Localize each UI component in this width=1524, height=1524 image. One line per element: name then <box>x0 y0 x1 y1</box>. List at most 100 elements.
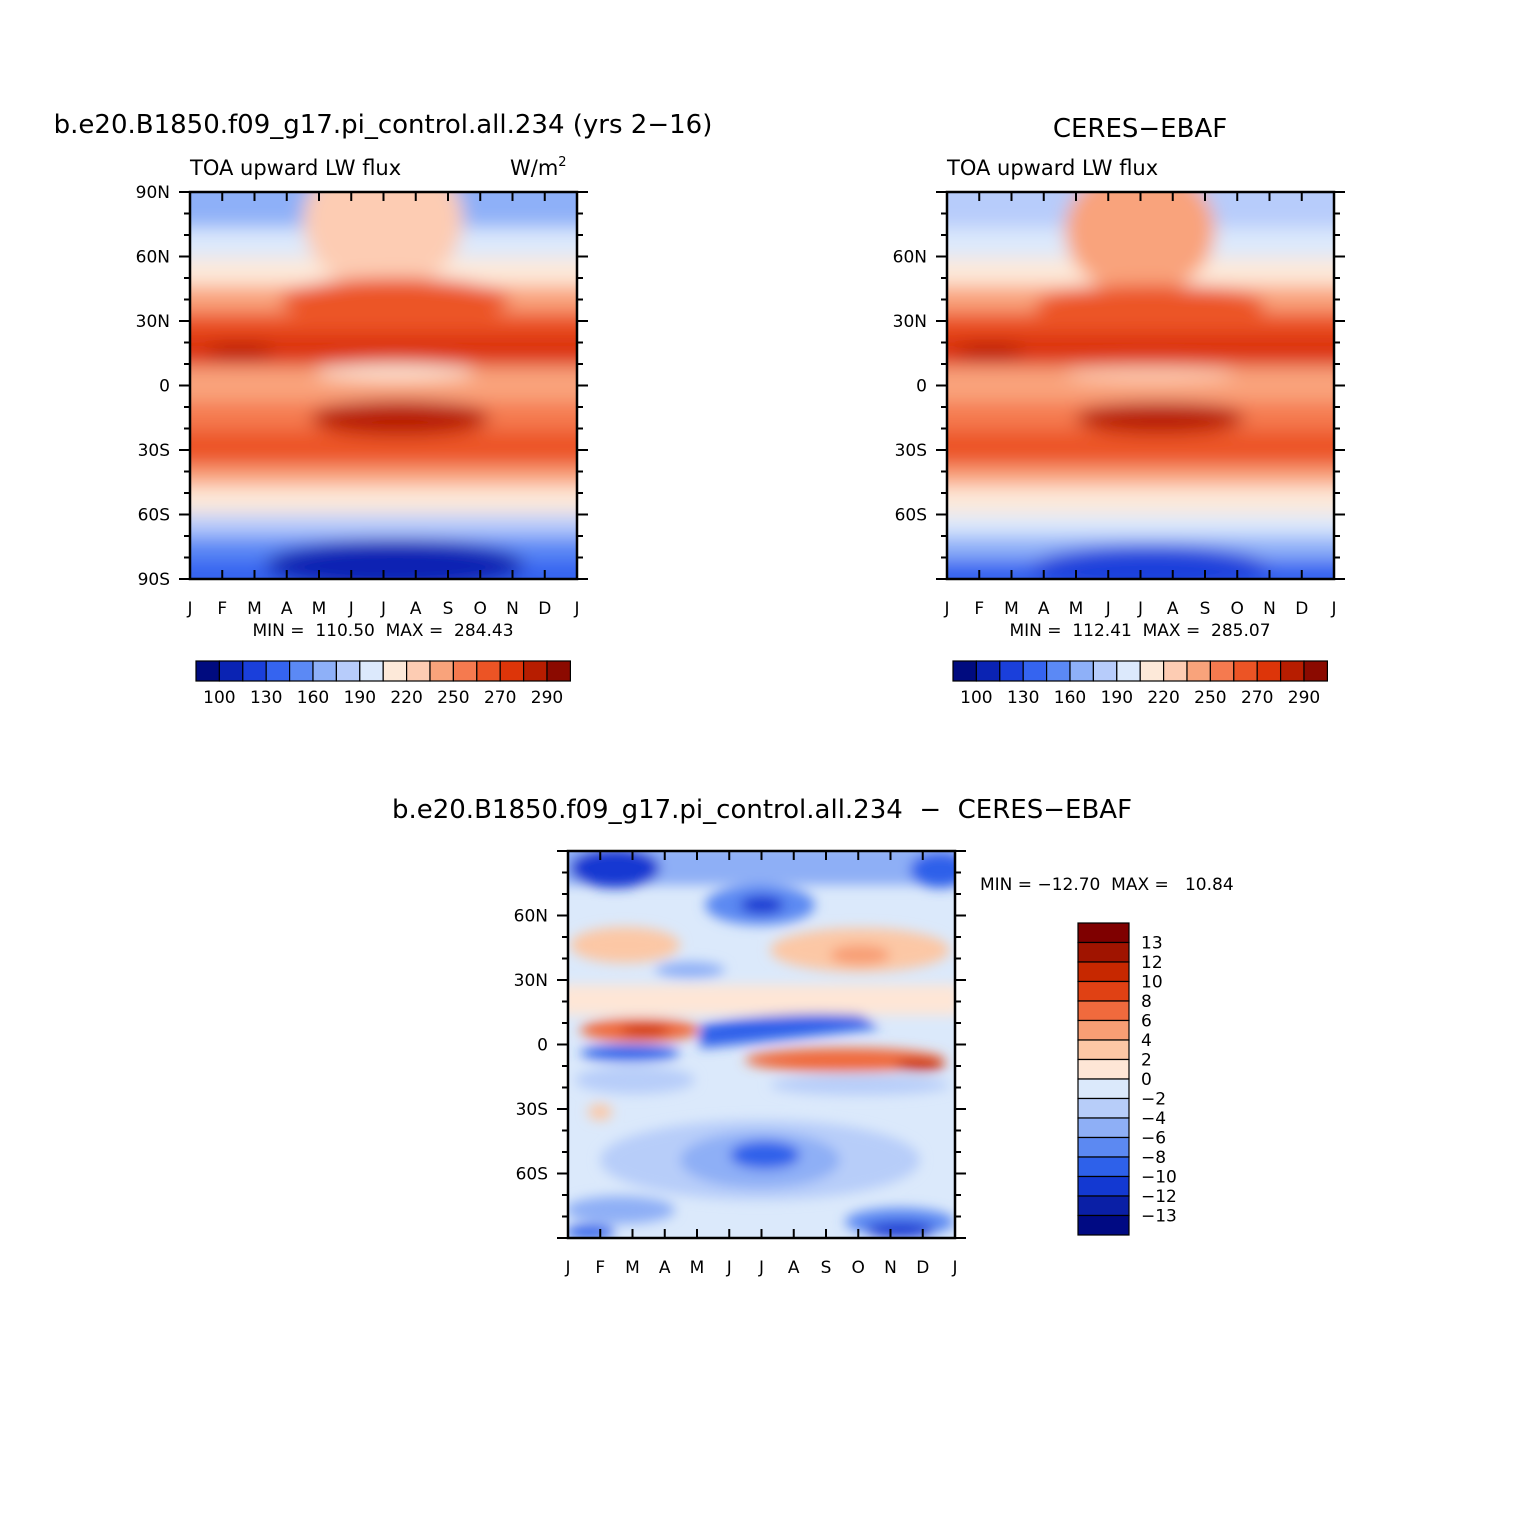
colorbar-label: 12 <box>1141 953 1163 973</box>
x-tick-label: A <box>410 599 422 619</box>
colorbar-cell <box>1116 660 1141 682</box>
colorbar-label: 160 <box>1054 688 1086 708</box>
y-tick-label: 60S <box>895 506 927 526</box>
y-tick-label: 60S <box>516 1165 548 1185</box>
band-50s <box>190 486 577 516</box>
x-tick-label: J <box>1105 599 1111 619</box>
colorbar-label: 130 <box>250 688 282 708</box>
colorbar-cell <box>452 660 478 682</box>
colorbar-cell <box>952 660 977 682</box>
x-tick-label: F <box>595 1258 605 1278</box>
panel-model-variable-label: TOA upward LW flux <box>189 156 401 180</box>
colorbar-cell <box>1303 660 1328 682</box>
x-tick-label: D <box>1295 599 1308 619</box>
colorbar-label: 4 <box>1141 1031 1152 1051</box>
colorbar-label: 270 <box>484 688 516 708</box>
y-tick-label: 30S <box>138 441 170 461</box>
neg-southern-west-core <box>568 1225 615 1238</box>
colorbar-cell <box>195 660 220 682</box>
x-tick-label: A <box>788 1258 800 1278</box>
band-eq <box>190 386 577 404</box>
colorbar-cell <box>1233 660 1258 682</box>
southern-max <box>1075 402 1245 434</box>
y-tick-label: 60N <box>893 248 927 268</box>
summer-north-dome <box>1065 192 1215 295</box>
y-tick-label: 30S <box>516 1100 548 1120</box>
colorbar-cell <box>1077 1039 1130 1061</box>
colorbar-cell <box>1077 1000 1130 1022</box>
colorbar-cell <box>382 660 408 682</box>
x-tick-label: S <box>821 1258 832 1278</box>
panel-model-stats: MIN = 110.50 MAX = 284.43 <box>252 621 513 641</box>
winter-south-ice <box>265 540 525 579</box>
neg-patch-15s-east <box>770 1075 950 1095</box>
panel-obs-variable-label: TOA upward LW flux <box>946 156 1158 180</box>
colorbar-label: 250 <box>437 688 469 708</box>
colorbar-label: −6 <box>1141 1129 1166 1149</box>
x-tick-label: J <box>951 1258 957 1278</box>
x-tick-label: J <box>726 1258 732 1278</box>
x-tick-label: O <box>852 1258 865 1278</box>
y-tick-label: 0 <box>916 377 927 397</box>
colorbar-label: 100 <box>203 688 235 708</box>
colorbar-label: 13 <box>1141 934 1163 954</box>
colorbar-cell <box>1092 660 1118 682</box>
x-tick-label: D <box>916 1258 929 1278</box>
colorbar-cell <box>1077 922 1130 944</box>
panel-model: b.e20.B1850.f09_g17.pi_control.all.234 (… <box>54 110 713 708</box>
colorbar-cell <box>499 660 525 682</box>
x-tick-label: A <box>281 599 293 619</box>
colorbar-cell <box>999 660 1024 682</box>
x-tick-label: A <box>1167 599 1179 619</box>
band-50s <box>947 486 1334 516</box>
x-tick-label: J <box>348 599 354 619</box>
y-tick-label: 30N <box>136 312 170 332</box>
x-tick-label: M <box>1069 599 1084 619</box>
colorbar-label: −10 <box>1141 1168 1177 1188</box>
x-tick-label: S <box>443 599 454 619</box>
winter-south-ice <box>1030 546 1270 579</box>
panel-diff-stats: MIN = −12.70 MAX = 10.84 <box>980 875 1234 895</box>
panel-model-colorbar: 100 130 160 190 220 250 270 290 <box>195 660 571 708</box>
colorbar-cell <box>1139 660 1165 682</box>
equator-min <box>1065 366 1235 382</box>
colorbar-label: 130 <box>1007 688 1039 708</box>
colorbar-cell <box>546 660 571 682</box>
colorbar-cell <box>1186 660 1211 682</box>
x-tick-label: N <box>1263 599 1276 619</box>
pos-midlat-east-core <box>830 945 890 965</box>
pos-band-20n <box>568 985 955 1015</box>
units-exponent: 2 <box>558 155 566 170</box>
colorbar-cell <box>1077 1097 1130 1119</box>
x-tick-label: J <box>380 599 386 619</box>
x-tick-label: J <box>564 1258 570 1278</box>
neg-core-eq-west <box>580 1045 680 1061</box>
colorbar-label: 100 <box>960 688 992 708</box>
sahara-max <box>955 344 1025 360</box>
x-tick-label: J <box>573 599 579 619</box>
band-30s <box>190 430 577 468</box>
colorbar-cell <box>218 660 244 682</box>
colorbar-cell <box>1162 660 1188 682</box>
x-tick-label: M <box>690 1258 705 1278</box>
y-tick-label: 90N <box>136 183 170 203</box>
summer-north-core <box>280 278 510 322</box>
sahara-max <box>205 344 275 360</box>
y-tick-label: 60N <box>136 248 170 268</box>
band-65s <box>190 514 577 538</box>
colorbar-cell <box>1279 660 1305 682</box>
panel-diff: b.e20.B1850.f09_g17.pi_control.all.234 −… <box>392 795 1234 1278</box>
equator-min <box>315 364 475 380</box>
neg-midlat-south-core <box>730 1141 800 1169</box>
y-tick-label: 30N <box>893 312 927 332</box>
colorbar-cell <box>1077 1175 1130 1197</box>
colorbar-label: −2 <box>1141 1090 1166 1110</box>
x-tick-label: O <box>474 599 487 619</box>
x-tick-label: M <box>625 1258 640 1278</box>
x-tick-label: D <box>538 599 551 619</box>
colorbar-label: 2 <box>1141 1051 1152 1071</box>
